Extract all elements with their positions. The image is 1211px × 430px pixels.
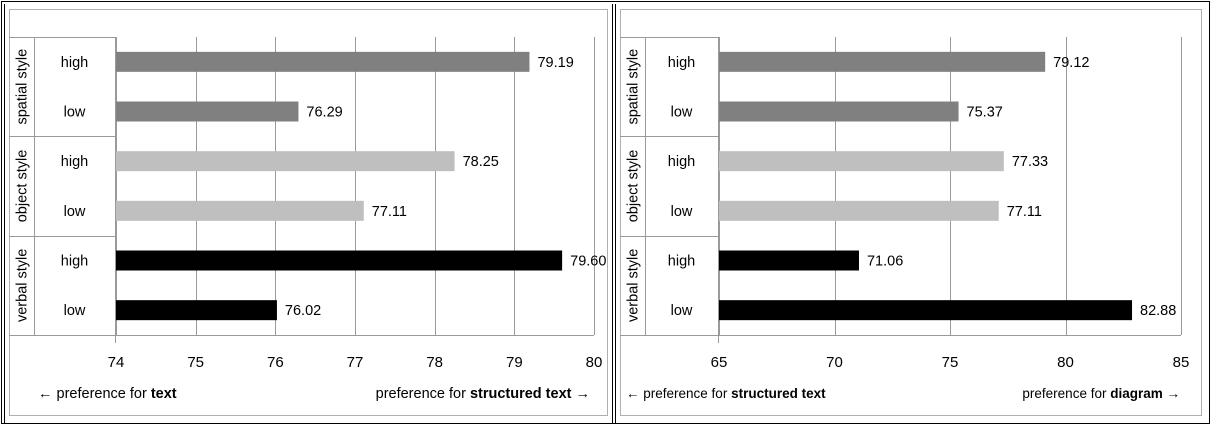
data-label: 76.02 [285, 303, 321, 319]
chart-panel-2: spatial style high 79.12 low 75.37 object sty… [620, 9, 1202, 416]
data-label: 79.19 [537, 55, 573, 71]
group-label: spatial style [15, 49, 31, 125]
data-label: 79.60 [570, 254, 606, 270]
x-tick-label: 70 [826, 354, 843, 371]
data-label: 78.25 [463, 154, 499, 170]
x-tick-label: 77 [347, 354, 364, 371]
x-label-left-arrow: ← [38, 386, 57, 402]
category-label: low [671, 105, 693, 121]
data-label: 77.11 [1007, 204, 1042, 220]
x-tick-label: 80 [1057, 354, 1074, 371]
bar [116, 51, 530, 72]
category-label: high [668, 55, 695, 71]
bar [719, 101, 959, 122]
x-tick-label: 78 [426, 354, 443, 371]
group-label: spatial style [626, 49, 642, 125]
x-label-left-prefix: preference for [643, 386, 731, 401]
category-label: high [61, 55, 88, 71]
x-tick-label: 75 [187, 354, 204, 371]
bar [719, 200, 999, 221]
x-label-left: ← preference for structured text [626, 386, 826, 401]
x-tick-label: 79 [506, 354, 523, 371]
bar [719, 51, 1046, 72]
x-label-right-arrow: → [571, 386, 590, 402]
category-label: low [671, 204, 693, 220]
x-label-left-bold: text [151, 386, 177, 402]
x-tick-label: 80 [586, 354, 603, 371]
chart-panel-1: spatial style high 79.19 low 76.29 object sty… [9, 9, 608, 416]
data-label: 77.11 [372, 204, 407, 220]
data-label: 76.29 [306, 105, 342, 121]
category-label: high [61, 154, 88, 170]
x-label-left-prefix: preference for [57, 386, 151, 402]
category-label: high [668, 254, 695, 270]
group-label: object style [15, 150, 31, 223]
category-label: low [64, 204, 86, 220]
x-tick-label: 76 [267, 354, 284, 371]
bar [116, 151, 455, 172]
bar [116, 300, 277, 321]
x-label-right-prefix: preference for [1022, 386, 1110, 401]
x-tick-label: 75 [942, 354, 959, 371]
category-label: low [64, 303, 86, 319]
bar [719, 300, 1133, 321]
bar [116, 250, 563, 271]
bar [719, 151, 1004, 172]
data-label: 82.88 [1140, 303, 1176, 319]
category-label: low [671, 303, 693, 319]
x-tick-label: 65 [711, 354, 728, 371]
group-label: object style [626, 150, 642, 223]
x-label-right-bold: structured text [470, 386, 572, 402]
group-label: verbal style [626, 249, 642, 322]
data-label: 75.37 [967, 105, 1003, 121]
category-label: high [668, 154, 695, 170]
bar [116, 101, 299, 122]
bar [116, 200, 364, 221]
x-label-right: preference for structured text → [376, 386, 590, 402]
bar [719, 250, 859, 271]
group-label: verbal style [15, 249, 31, 322]
x-label-left: ← preference for text [38, 386, 177, 402]
x-label-right-arrow: → [1163, 386, 1180, 401]
x-label-right-prefix: preference for [376, 386, 470, 402]
data-label: 71.06 [867, 254, 903, 270]
category-label: high [61, 254, 88, 270]
x-label-left-bold: structured text [731, 386, 826, 401]
x-tick-label: 74 [108, 354, 125, 371]
x-label-right: preference for diagram → [1022, 386, 1180, 401]
category-label: low [64, 105, 86, 121]
data-label: 79.12 [1053, 55, 1089, 71]
data-label: 77.33 [1012, 154, 1048, 170]
x-label-right-bold: diagram [1110, 386, 1163, 401]
x-label-left-arrow: ← [626, 386, 643, 401]
x-tick-label: 85 [1173, 354, 1190, 371]
